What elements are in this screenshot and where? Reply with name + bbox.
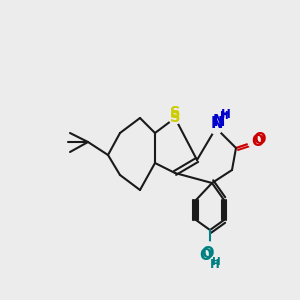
Circle shape xyxy=(204,242,216,254)
Text: O: O xyxy=(199,248,211,263)
Circle shape xyxy=(169,112,181,124)
Text: O: O xyxy=(202,247,214,262)
Text: H: H xyxy=(221,107,231,121)
Text: O: O xyxy=(252,134,264,148)
Text: N: N xyxy=(213,113,225,128)
Circle shape xyxy=(210,122,222,134)
Text: H: H xyxy=(212,257,220,267)
Text: N: N xyxy=(211,116,223,131)
Text: H: H xyxy=(210,257,220,271)
Text: S: S xyxy=(170,110,180,124)
Text: H: H xyxy=(220,111,228,121)
Circle shape xyxy=(248,136,260,148)
Text: S: S xyxy=(170,106,180,121)
Text: O: O xyxy=(253,131,265,146)
